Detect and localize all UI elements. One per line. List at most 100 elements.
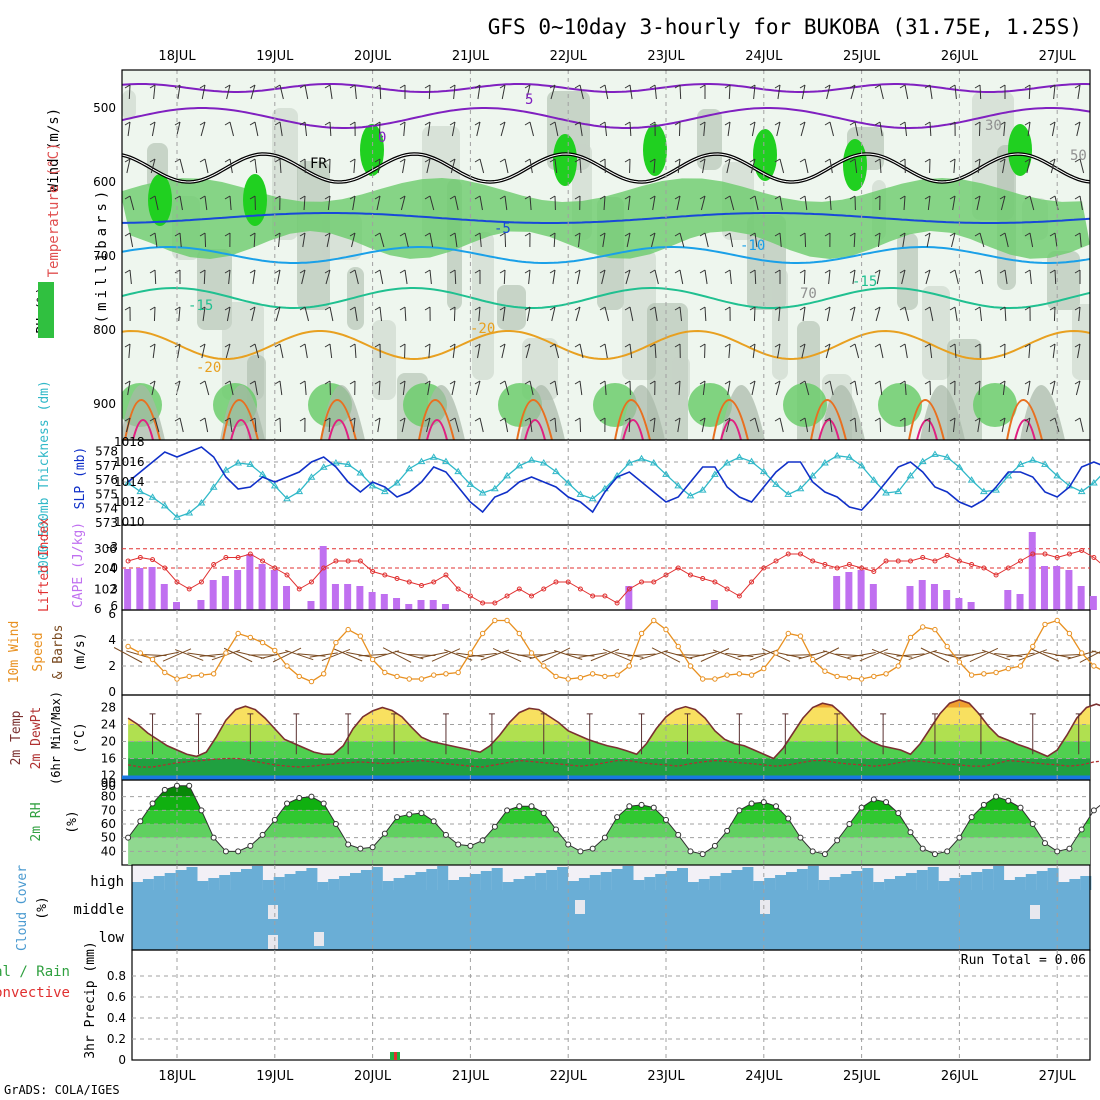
rh2m-point — [760, 799, 767, 806]
rh2m-point — [1005, 797, 1012, 804]
wind-barb — [1006, 652, 1035, 658]
lifted-index-point — [394, 576, 400, 581]
thickness-point — [246, 460, 255, 467]
axis-tick-label: 24 — [101, 718, 116, 732]
wind-speed-point — [504, 617, 510, 624]
rh2m-point — [455, 841, 462, 848]
wind-barb — [1091, 650, 1100, 654]
cloud-high-bar — [284, 874, 296, 890]
wind-barb — [725, 652, 754, 658]
wind-speed-point — [883, 671, 889, 677]
cloud-gap — [760, 900, 770, 914]
wind-barb — [272, 647, 302, 663]
rh2m-point — [210, 834, 217, 841]
cape-bar — [1065, 570, 1073, 610]
thickness-point — [417, 457, 426, 465]
wind10m-label-3: & Barbs — [51, 625, 66, 680]
lifted-index-point — [749, 579, 755, 585]
wind-speed-point — [993, 669, 999, 676]
thickness-point — [723, 459, 732, 466]
wind10m-label-4: (m/s) — [73, 632, 88, 671]
cape-bar — [234, 570, 242, 610]
wind-speed-point — [247, 634, 254, 641]
rh2m-point — [369, 844, 376, 851]
date-label-bottom: 24JUL — [745, 1069, 783, 1084]
lifted-index-point — [895, 558, 901, 564]
axis-tick-label: 90 — [101, 776, 116, 790]
rh2m-point — [418, 810, 425, 817]
lifted-index-point — [296, 586, 302, 592]
dewpoint-line — [127, 757, 1100, 768]
axis-tick-label: 900 — [93, 397, 116, 411]
lifted-index-point — [162, 565, 168, 571]
rh2m-point — [296, 795, 303, 802]
rh2m-point — [1029, 821, 1036, 827]
wind-speed-point — [626, 663, 633, 669]
cloud-high-bar — [1004, 880, 1015, 890]
rh2m-point — [491, 823, 498, 830]
wind-speed-point — [516, 630, 522, 637]
thickness-point — [185, 509, 194, 516]
rh2m-point — [956, 834, 963, 841]
wind-barb — [957, 651, 986, 659]
rh2m-point — [137, 818, 144, 825]
lifted-index-point — [577, 586, 583, 592]
axis-tick-label: 2 — [108, 659, 116, 673]
rh2m-point — [442, 831, 449, 838]
wind-speed-point — [968, 672, 975, 678]
wind-speed-point — [871, 673, 877, 680]
lifted-index-point — [932, 558, 938, 564]
rh2m-point — [284, 800, 291, 807]
cloud-high-bar — [186, 867, 198, 890]
cloud-high-bar — [611, 869, 623, 890]
cloud-high-bar — [1025, 874, 1037, 890]
thickness-point — [295, 487, 304, 495]
cloud-cover-panel: high middle low Cloud Cover (%) — [15, 864, 1092, 951]
rh2m-point — [724, 827, 731, 834]
rh2m-point — [858, 804, 865, 811]
thickness-point — [503, 471, 511, 479]
contour-label: -15 — [852, 274, 877, 290]
wind-speed-point — [333, 639, 339, 646]
thickness-point — [1053, 471, 1062, 479]
cloud-high-bar — [448, 880, 460, 890]
wind-barb — [920, 647, 950, 663]
cloud-high-bar — [600, 872, 612, 890]
wind-speed-point — [944, 643, 950, 650]
rh2m-point — [589, 845, 596, 852]
rh2m-point — [406, 811, 413, 818]
contour-label: -10 — [740, 238, 765, 254]
axis-tick-label: 6 — [110, 599, 118, 613]
wind-speed-point — [198, 672, 205, 678]
thickness-point — [943, 453, 952, 460]
rh-band — [128, 810, 1090, 824]
axis-tick-label: 1018 — [114, 435, 145, 449]
wind-speed-point — [259, 639, 266, 646]
cape-bar — [1040, 566, 1048, 610]
cloud-high-bar — [306, 868, 318, 890]
thickness-point — [735, 453, 744, 460]
thickness-point — [821, 459, 829, 466]
lifted-index-point — [785, 551, 791, 557]
wind-barb — [847, 652, 876, 658]
contour-label: -20 — [196, 360, 221, 376]
wind-barb — [223, 647, 253, 663]
cloud-gap — [575, 900, 585, 914]
cloud-high-bar — [884, 879, 896, 890]
date-label-bottom: 22JUL — [550, 1069, 588, 1084]
axis-tick-label: 1016 — [114, 455, 145, 469]
rh2m-point — [650, 804, 657, 811]
wind-speed-point — [907, 634, 914, 641]
lifted-index-point — [1005, 565, 1011, 571]
cape-bar — [197, 600, 205, 610]
rh2m-point — [320, 800, 327, 807]
cloud-high-bar — [360, 870, 372, 890]
cloud-gap — [268, 905, 278, 919]
axis-tick-label: 3 — [110, 582, 118, 596]
wind-speed-point — [1054, 617, 1060, 624]
contour-label: 0 — [378, 130, 386, 146]
temp-band-base — [122, 775, 1084, 780]
wind-barb — [651, 647, 681, 663]
lifted-index-point — [651, 579, 657, 585]
axis-tick-label: -3 — [106, 540, 118, 554]
